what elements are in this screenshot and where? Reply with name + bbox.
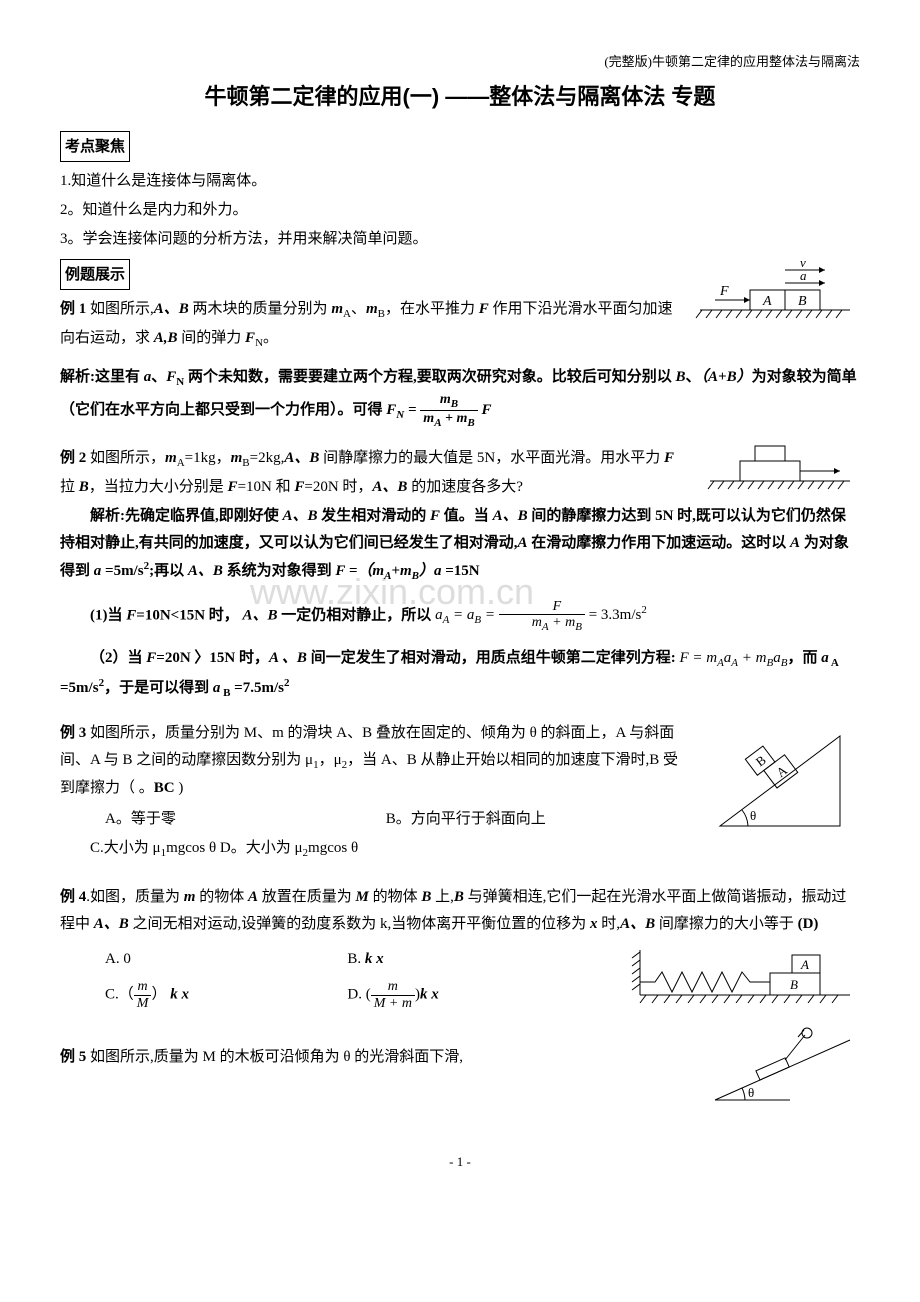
ex4-optC: C.（mM） k x bbox=[105, 979, 347, 1011]
ex2-case2: （2）当 F=20N 〉15N 时，A 、B 间一定发生了相对滑动，用质点组牛顿… bbox=[60, 645, 860, 704]
ex4-optA: A. 0 bbox=[105, 946, 347, 973]
svg-text:θ: θ bbox=[750, 808, 756, 823]
ex4-optB: B. k x bbox=[347, 946, 589, 973]
ex2-analysis: 解析:先确定临界值,即刚好使 A、B 发生相对滑动的 F 值。当 A、B 间的静… bbox=[60, 503, 860, 587]
svg-text:A: A bbox=[773, 762, 790, 780]
diagram-2 bbox=[700, 431, 860, 501]
page-number: - 1 - bbox=[60, 1150, 860, 1173]
focus-1: 1.知道什么是连接体与隔离体。 bbox=[60, 168, 860, 195]
ex3-optB: B。方向平行于斜面向上 bbox=[386, 806, 667, 833]
ex1-analysis: 解析:这里有 a、FN 两个未知数，需要要建立两个方程,要取两次研究对象。比较后… bbox=[60, 364, 860, 430]
svg-text:A: A bbox=[762, 294, 772, 309]
svg-text:F: F bbox=[719, 284, 729, 299]
svg-text:B: B bbox=[753, 752, 769, 769]
diagram-4: B A bbox=[620, 940, 860, 1020]
ex4-options: A. 0 B. k x C.（mM） k x D. (mM + m)k x bbox=[60, 944, 610, 1013]
ex4-text: 例 4.如图，质量为 m 的物体 A 放置在质量为 M 的物体 B 上,B 与弹… bbox=[60, 884, 860, 938]
header-note: (完整版)牛顿第二定律的应用整体法与隔离法 bbox=[60, 50, 860, 73]
svg-text:a: a bbox=[800, 268, 807, 283]
diagram-1: A B F v a bbox=[690, 255, 860, 335]
focus-2: 2。知道什么是内力和外力。 bbox=[60, 197, 860, 224]
page-title: 牛顿第二定律的应用(一) ——整体法与隔离体法 专题 bbox=[60, 77, 860, 117]
section-focus: 考点聚焦 bbox=[60, 131, 130, 162]
svg-text:A: A bbox=[800, 957, 809, 972]
ex3-options: A。等于零 B。方向平行于斜面向上 bbox=[60, 804, 690, 835]
svg-text:B: B bbox=[790, 977, 798, 992]
diagram-5: θ bbox=[700, 1020, 860, 1120]
ex2-case1: (1)当 F=10N<15N 时， A、B 一定仍相对静止，所以 aA = aB… bbox=[60, 599, 860, 633]
section-examples: 例题展示 bbox=[60, 259, 130, 290]
focus-3: 3。学会连接体问题的分析方法，并用来解决简单问题。 bbox=[60, 226, 860, 253]
diagram-3: A B θ bbox=[700, 716, 860, 846]
svg-text:θ: θ bbox=[748, 1085, 754, 1100]
ex4-optD: D. (mM + m)k x bbox=[347, 979, 589, 1011]
ex3-optA: A。等于零 bbox=[105, 806, 386, 833]
svg-text:B: B bbox=[798, 294, 807, 309]
